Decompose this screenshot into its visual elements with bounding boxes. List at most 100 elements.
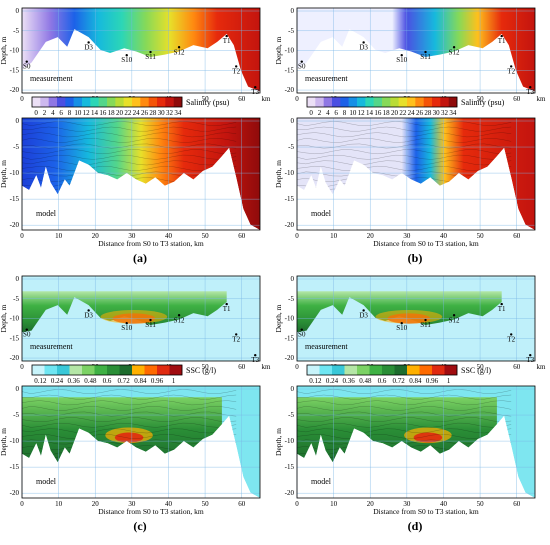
scale-swatch — [432, 97, 441, 107]
station-label: S10 — [396, 56, 407, 64]
scale-swatch — [144, 365, 158, 375]
station-marker — [177, 46, 181, 49]
scale-swatch — [173, 97, 183, 107]
station-marker — [452, 314, 456, 317]
station-marker — [362, 309, 365, 312]
scale-swatch — [307, 97, 316, 107]
axes-frame — [296, 7, 536, 94]
y-tick-label: -15 — [285, 66, 295, 74]
scale-swatch — [440, 97, 449, 107]
scale-swatch — [344, 365, 358, 375]
station-marker — [225, 34, 228, 38]
x-tick-label: 60 — [238, 232, 246, 240]
contour-line — [296, 434, 512, 439]
scale-swatch — [123, 97, 133, 107]
scale-tick-label: 0.96 — [151, 377, 164, 385]
axes-frame — [21, 385, 261, 499]
scale-swatch — [348, 97, 358, 107]
scale-tick-label: 0.12 — [34, 377, 47, 385]
contour-line — [296, 132, 512, 138]
x-tick-label: 30 — [128, 500, 136, 508]
station-label: S0 — [23, 63, 31, 71]
contour-line — [296, 149, 512, 154]
model-section: 0 10 20 30 40 50 60 0 -5 -10 -15 -20 Depth, m Distanc… — [0, 117, 261, 248]
scale-swatch — [132, 97, 141, 107]
y-tick-label: -20 — [285, 354, 295, 362]
x-tick-label: 50 — [202, 500, 210, 508]
x-tick-label: 50 — [202, 95, 210, 103]
contour-line — [296, 389, 512, 394]
measurement-tag: measurement — [305, 342, 348, 351]
scale-swatch — [90, 97, 99, 107]
ssc-model-core — [114, 432, 144, 443]
station-marker — [235, 65, 238, 68]
y-tick-label: -5 — [288, 143, 294, 151]
y-axis-label: Depth, m — [274, 304, 283, 332]
station-label: T3 — [526, 356, 534, 364]
x-tick-label: km — [262, 363, 272, 371]
scale-tick-label: 0.24 — [326, 377, 339, 385]
axes-frame — [21, 7, 261, 94]
x-tick-label: 10 — [330, 232, 338, 240]
contour-line — [296, 417, 512, 422]
station-label: T1 — [498, 37, 506, 45]
scale-tick-label: 34 — [174, 109, 182, 117]
scale-tick-label: 0.48 — [359, 377, 372, 385]
scale-swatch — [415, 97, 424, 107]
x-tick-label: 30 — [128, 232, 136, 240]
station-marker — [149, 50, 152, 54]
station-label: S0 — [23, 331, 31, 339]
model-tag: model — [311, 209, 332, 218]
contour-line — [296, 400, 512, 406]
seabed-mask — [22, 415, 260, 498]
measurement-field — [22, 8, 260, 92]
station-label: T2 — [507, 335, 515, 343]
scale-swatch — [40, 97, 49, 107]
scale-tick-label: 24 — [408, 109, 416, 117]
scale-title: Salinity (psu) — [461, 98, 505, 107]
x-tick-label: 10 — [55, 232, 63, 240]
scale-swatch — [423, 97, 433, 107]
scale-tick-label: 0.36 — [68, 377, 81, 385]
x-tick-label: 0 — [295, 363, 299, 371]
station-label: S0 — [298, 63, 306, 71]
x-tick-label: 0 — [20, 363, 24, 371]
y-tick-label: 0 — [16, 275, 20, 283]
x-tick-label: 20 — [92, 232, 100, 240]
contour-line — [21, 143, 237, 149]
scale-swatch — [332, 97, 341, 107]
contour-line — [296, 154, 512, 160]
axes-frame — [296, 117, 536, 231]
contour-line — [21, 126, 237, 132]
y-tick-label: -15 — [285, 463, 295, 471]
y-tick-label: -5 — [288, 411, 294, 419]
scale-swatch — [382, 97, 391, 107]
station-marker — [87, 41, 90, 44]
scale-swatch — [57, 365, 70, 375]
x-tick-label: km — [537, 363, 547, 371]
scale-swatch — [382, 365, 395, 375]
scale-swatch — [115, 97, 124, 107]
x-tick-label: 60 — [238, 95, 246, 103]
scale-tick-label: 28 — [149, 109, 157, 117]
y-tick-label: -10 — [285, 437, 295, 445]
scale-tick-label: 26 — [141, 109, 149, 117]
scale-swatch — [332, 365, 345, 375]
station-marker — [510, 333, 513, 336]
scale-tick-label: 18 — [108, 109, 116, 117]
y-tick-label: -10 — [285, 169, 295, 177]
scale-swatch — [323, 97, 333, 107]
station-label: S11 — [420, 53, 431, 61]
contour-line — [296, 422, 512, 428]
y-tick-label: -20 — [10, 221, 20, 229]
x-tick-label: 0 — [295, 232, 299, 240]
x-axis-label: Distance from S0 to T3 station, km — [98, 239, 204, 248]
model-section: 0 10 20 30 40 50 60 0 -5 -10 -15 -20 Depth, m Distanc… — [274, 117, 536, 248]
contour-line — [21, 138, 237, 143]
y-axis-label: Depth, m — [274, 160, 283, 188]
x-tick-label: 40 — [440, 232, 448, 240]
y-tick-label: -5 — [288, 295, 294, 303]
